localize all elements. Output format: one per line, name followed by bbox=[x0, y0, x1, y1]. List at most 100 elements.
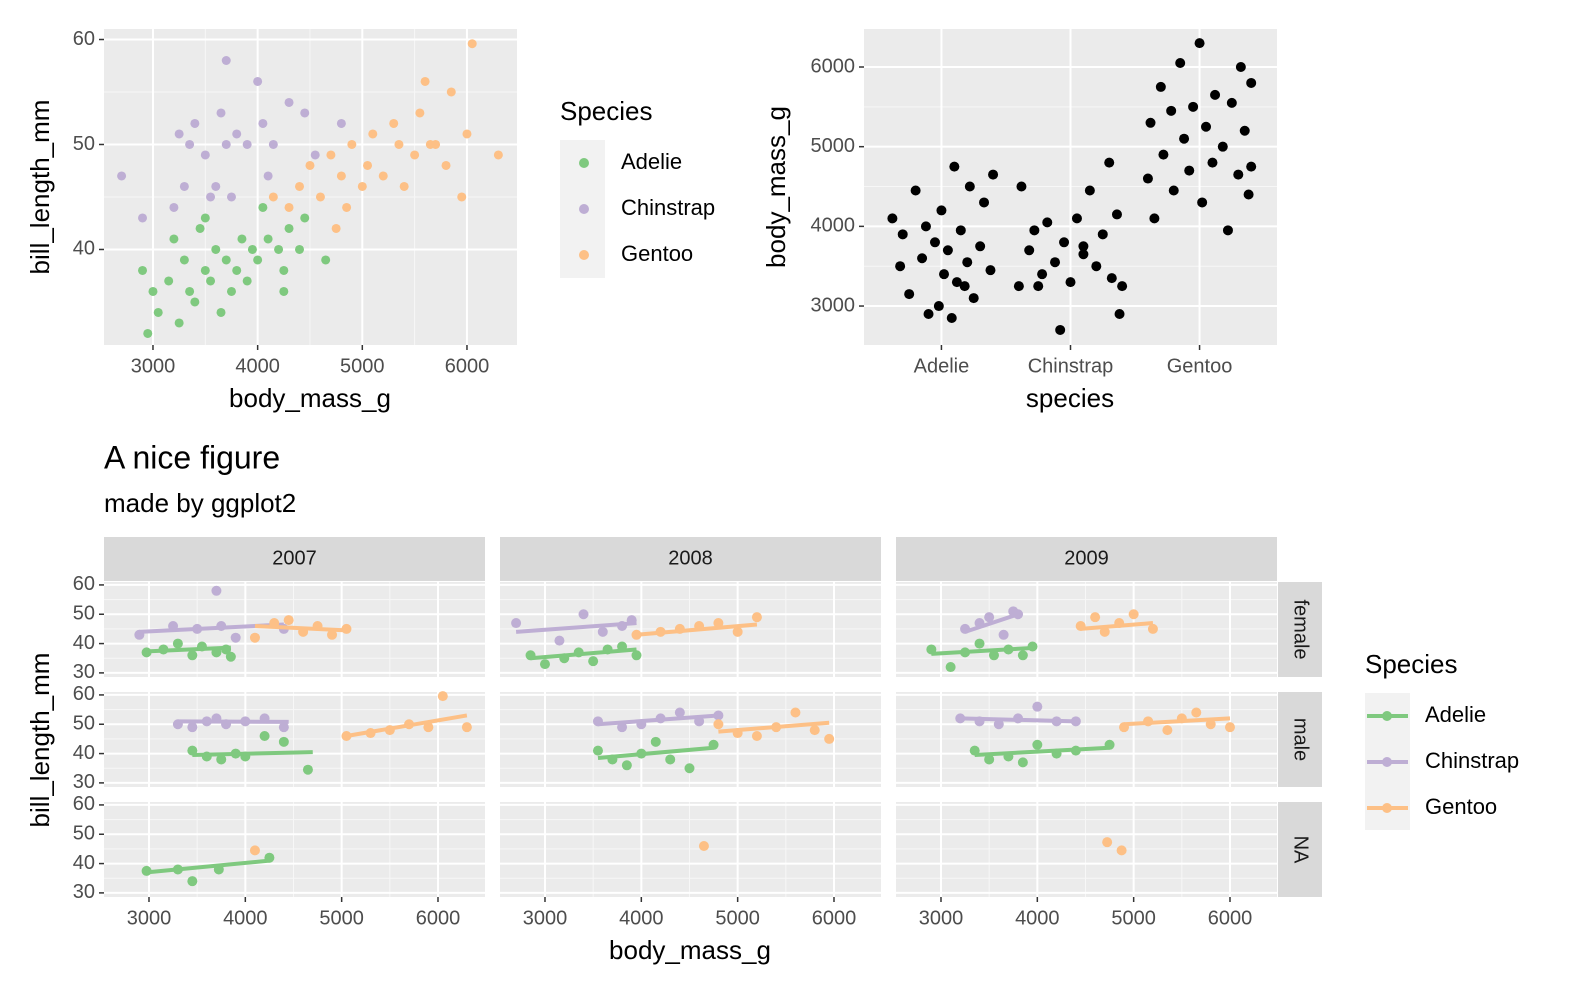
point bbox=[221, 255, 231, 265]
point bbox=[998, 629, 1009, 640]
point bbox=[1111, 209, 1122, 220]
point bbox=[895, 261, 906, 272]
point bbox=[732, 626, 743, 637]
fit-line bbox=[597, 713, 719, 727]
x-tick-label: 6000 bbox=[1208, 907, 1253, 929]
point bbox=[621, 760, 632, 771]
chart-title: A nice figure bbox=[104, 439, 280, 475]
point bbox=[258, 118, 268, 128]
legend-key bbox=[579, 204, 589, 214]
legend-label: Gentoo bbox=[621, 241, 693, 266]
y-tick-label: 40 bbox=[73, 742, 95, 764]
point bbox=[1184, 165, 1195, 176]
point bbox=[211, 244, 221, 254]
point bbox=[1078, 249, 1089, 260]
point bbox=[946, 312, 957, 323]
point bbox=[187, 650, 198, 661]
point bbox=[174, 318, 184, 328]
fit-line bbox=[1123, 716, 1231, 727]
point bbox=[279, 286, 289, 296]
legend-key bbox=[579, 158, 589, 168]
point bbox=[1117, 281, 1128, 292]
point bbox=[1197, 197, 1208, 208]
point bbox=[993, 719, 1004, 730]
point bbox=[1090, 612, 1101, 623]
point bbox=[415, 108, 425, 118]
point bbox=[968, 293, 979, 304]
point bbox=[206, 276, 216, 286]
point bbox=[933, 301, 944, 312]
point bbox=[1175, 58, 1186, 69]
point bbox=[283, 615, 294, 626]
point bbox=[597, 626, 608, 637]
point bbox=[809, 725, 820, 736]
panel-background bbox=[896, 692, 1277, 787]
point bbox=[467, 39, 477, 49]
x-axis-title: species bbox=[1026, 383, 1114, 413]
point bbox=[211, 181, 221, 191]
point bbox=[179, 255, 189, 265]
panel-background bbox=[500, 802, 881, 897]
point bbox=[1235, 62, 1246, 73]
strip bbox=[896, 537, 1277, 581]
point bbox=[187, 722, 198, 733]
point bbox=[592, 745, 603, 756]
x-tick-label: 4000 bbox=[1015, 907, 1060, 929]
point bbox=[247, 244, 257, 254]
fit-line bbox=[144, 645, 231, 654]
point bbox=[368, 129, 378, 139]
point bbox=[617, 722, 628, 733]
point bbox=[284, 223, 294, 233]
point bbox=[962, 257, 973, 268]
point bbox=[1097, 229, 1108, 240]
point bbox=[169, 202, 179, 212]
point bbox=[148, 286, 158, 296]
point bbox=[389, 118, 399, 128]
point bbox=[945, 662, 956, 673]
point bbox=[326, 150, 336, 160]
point bbox=[410, 150, 420, 160]
point bbox=[988, 650, 999, 661]
point bbox=[1102, 837, 1113, 848]
x-tick-label: 4000 bbox=[223, 907, 268, 929]
point bbox=[378, 171, 388, 181]
point bbox=[1179, 133, 1190, 144]
point bbox=[216, 108, 226, 118]
point bbox=[446, 87, 456, 97]
point bbox=[1207, 157, 1218, 168]
point bbox=[221, 55, 231, 65]
point bbox=[206, 192, 216, 202]
point bbox=[674, 707, 685, 718]
legend-label: Adelie bbox=[621, 149, 682, 174]
point bbox=[336, 171, 346, 181]
point bbox=[1222, 225, 1233, 236]
point bbox=[302, 764, 313, 775]
point bbox=[917, 253, 928, 264]
point bbox=[268, 192, 278, 202]
point bbox=[1104, 157, 1115, 168]
point bbox=[1226, 97, 1237, 108]
point bbox=[985, 265, 996, 276]
y-tick-label: 60 bbox=[73, 793, 95, 815]
point bbox=[172, 638, 183, 649]
point bbox=[1158, 149, 1169, 160]
point bbox=[713, 618, 724, 629]
point bbox=[357, 181, 367, 191]
point bbox=[1147, 623, 1158, 634]
fit-line bbox=[146, 858, 270, 875]
strip bbox=[1278, 582, 1322, 677]
point bbox=[1055, 324, 1066, 335]
point bbox=[1084, 185, 1095, 196]
point bbox=[1246, 161, 1257, 172]
point bbox=[1233, 169, 1244, 180]
point bbox=[185, 139, 195, 149]
x-tick-label: 5000 bbox=[319, 907, 364, 929]
fit-line bbox=[192, 750, 313, 758]
point bbox=[790, 707, 801, 718]
point bbox=[242, 139, 252, 149]
point bbox=[342, 202, 352, 212]
legend-key bbox=[579, 250, 589, 260]
y-tick-label: 40 bbox=[73, 238, 95, 260]
point bbox=[1106, 273, 1117, 284]
y-tick-label: 50 bbox=[73, 603, 95, 625]
